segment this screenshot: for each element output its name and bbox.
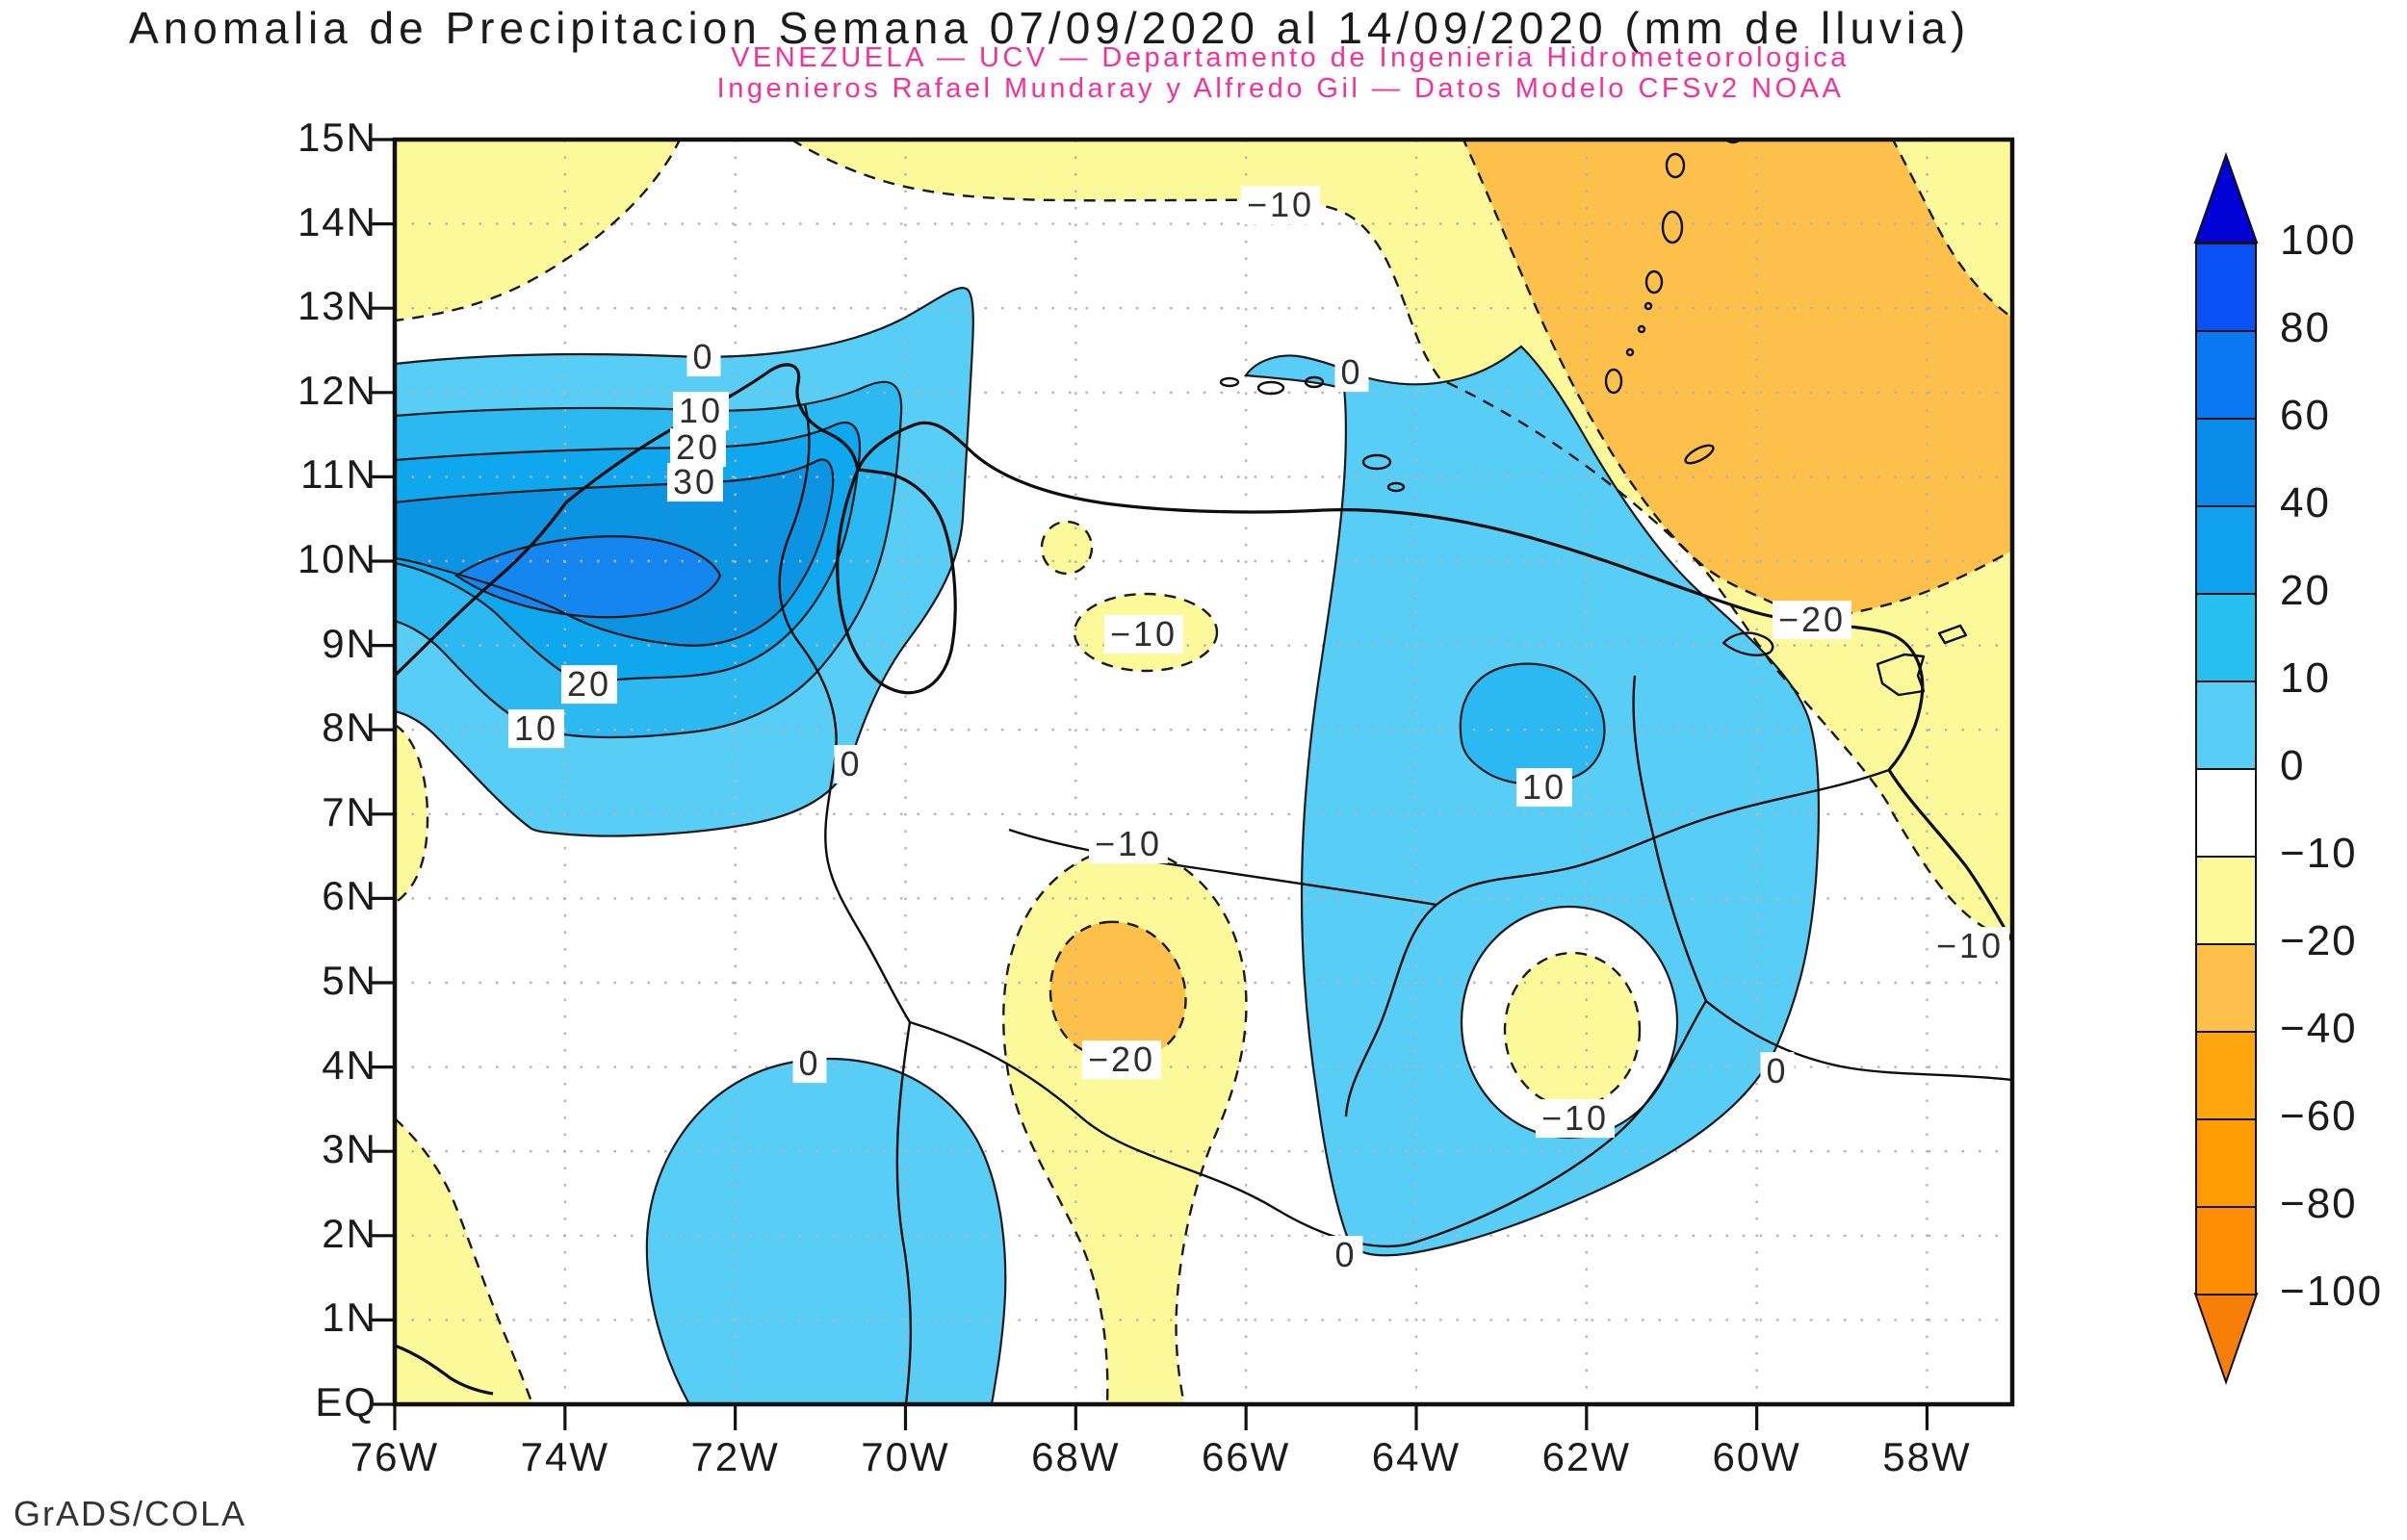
lat-tick-label: 9N bbox=[322, 620, 377, 666]
legend-band bbox=[2195, 856, 2257, 945]
legend-band bbox=[2195, 1031, 2257, 1120]
contour-value-label: 0 bbox=[686, 338, 721, 376]
legend-value-label: −20 bbox=[2280, 917, 2358, 964]
lat-tick-label: 6N bbox=[322, 873, 377, 919]
lat-tick-label: 13N bbox=[297, 283, 377, 329]
lat-tick-label: 7N bbox=[322, 788, 377, 834]
lon-tick-label: 58W bbox=[1882, 1434, 1972, 1479]
contour-value-label: 10 bbox=[507, 709, 565, 748]
lat-tick-label: 2N bbox=[322, 1210, 377, 1256]
gridlines bbox=[395, 140, 2012, 1404]
contour-value-label: 20 bbox=[669, 428, 727, 467]
lon-tick-label: 64W bbox=[1371, 1434, 1462, 1479]
legend-value-label: 100 bbox=[2280, 217, 2357, 264]
lat-tick-label: 3N bbox=[322, 1126, 377, 1172]
lon-tick-label: 74W bbox=[520, 1434, 609, 1479]
lat-tick-label: 12N bbox=[297, 367, 377, 413]
lat-tick-label: EQ bbox=[315, 1379, 377, 1424]
legend-band bbox=[2195, 243, 2257, 332]
pacific-coast-colombia bbox=[395, 1344, 494, 1396]
legend-value-label: 20 bbox=[2280, 567, 2331, 614]
legend-value-label: 40 bbox=[2280, 479, 2331, 526]
contour-value-label: 10 bbox=[672, 392, 730, 430]
legend-value-label: 10 bbox=[2280, 654, 2331, 702]
legend-triangle-top bbox=[2193, 151, 2259, 244]
grads-credit: GrADS/COLA bbox=[13, 1494, 247, 1533]
legend-band bbox=[2195, 418, 2257, 507]
lon-tick-label: 62W bbox=[1541, 1434, 1631, 1479]
axis-ticks bbox=[370, 138, 1929, 1430]
lon-tick-label: 60W bbox=[1712, 1434, 1801, 1479]
legend-value-label: −10 bbox=[2280, 830, 2358, 877]
lat-tick-label: 11N bbox=[300, 451, 377, 498]
lat-tick-label: 10N bbox=[297, 536, 377, 581]
lat-tick-label: 1N bbox=[322, 1295, 377, 1341]
abc-islands bbox=[1219, 375, 1406, 493]
map-frame bbox=[392, 137, 2015, 1407]
apure-river bbox=[1008, 828, 1437, 907]
contour-value-label: 0 bbox=[1334, 353, 1369, 392]
contour-value-label: −20 bbox=[1772, 601, 1852, 639]
lat-tick-label: 5N bbox=[322, 958, 377, 1003]
contour-value-label: −10 bbox=[1088, 825, 1169, 863]
lake-maracaibo bbox=[836, 468, 957, 695]
legend-value-label: −80 bbox=[2280, 1180, 2358, 1227]
legend-value-label: 60 bbox=[2280, 392, 2331, 439]
border-colombia-brazil bbox=[895, 1021, 913, 1404]
legend-band bbox=[2195, 768, 2257, 858]
contour-value-label: −20 bbox=[1081, 1040, 1162, 1079]
lesser-antilles bbox=[1604, 140, 1743, 465]
subtitle-authors: Ingenieros Rafael Mundaray y Alfredo Gil… bbox=[716, 73, 1845, 104]
border-guyana-east bbox=[1705, 1000, 2012, 1082]
contour-value-label: 0 bbox=[834, 745, 868, 783]
lat-tick-label: 15N bbox=[297, 115, 377, 160]
contour-value-label: 20 bbox=[560, 665, 618, 704]
legend-triangle-bottom bbox=[2193, 1293, 2259, 1386]
contour-fills bbox=[395, 140, 2012, 1404]
tobago bbox=[1937, 624, 1968, 645]
legend-band bbox=[2195, 680, 2257, 770]
lon-tick-label: 66W bbox=[1201, 1434, 1291, 1479]
border-venezuela-guyana bbox=[1632, 675, 1708, 1002]
page-title: Anomalia de Precipitacion Semana 07/09/2… bbox=[129, 3, 1971, 53]
contour-value-label: 0 bbox=[1329, 1236, 1363, 1274]
lat-tick-label: 8N bbox=[322, 705, 377, 751]
lat-tick-label: 14N bbox=[297, 198, 377, 244]
contour-value-label: 0 bbox=[1760, 1052, 1795, 1091]
lon-tick-label: 72W bbox=[690, 1434, 780, 1479]
legend-band bbox=[2195, 505, 2257, 595]
contour-value-label: 30 bbox=[666, 463, 724, 501]
legend-value-label: 0 bbox=[2280, 742, 2306, 789]
trinidad bbox=[1876, 653, 1926, 697]
contour-value-label: −10 bbox=[1535, 1099, 1616, 1138]
legend-band bbox=[2195, 1206, 2257, 1296]
lon-tick-label: 76W bbox=[349, 1434, 440, 1479]
legend-value-label: −40 bbox=[2280, 1005, 2358, 1052]
border-colombia-venezuela bbox=[778, 403, 912, 1023]
legend-value-label: −100 bbox=[2280, 1268, 2384, 1315]
subtitle-organization: VENEZUELA — UCV — Departamento de Ingeni… bbox=[731, 42, 1850, 73]
contour-value-label: 10 bbox=[1515, 768, 1573, 807]
lat-tick-label: 4N bbox=[322, 1041, 377, 1088]
orinoco-river bbox=[1344, 768, 1890, 1117]
legend-band bbox=[2195, 593, 2257, 682]
contour-value-label: −10 bbox=[1240, 186, 1321, 224]
contour-value-label: 0 bbox=[792, 1044, 827, 1083]
contour-value-label: −10 bbox=[1929, 927, 2010, 965]
contour-value-label: −10 bbox=[1103, 615, 1184, 654]
lon-tick-label: 70W bbox=[861, 1434, 950, 1479]
legend-value-label: 80 bbox=[2280, 304, 2331, 351]
legend-band bbox=[2195, 330, 2257, 420]
isla-margarita bbox=[1721, 631, 1774, 656]
legend-value-label: −60 bbox=[2280, 1092, 2358, 1140]
lon-tick-label: 68W bbox=[1031, 1434, 1121, 1479]
legend-band bbox=[2195, 1118, 2257, 1208]
legend-band bbox=[2195, 943, 2257, 1033]
